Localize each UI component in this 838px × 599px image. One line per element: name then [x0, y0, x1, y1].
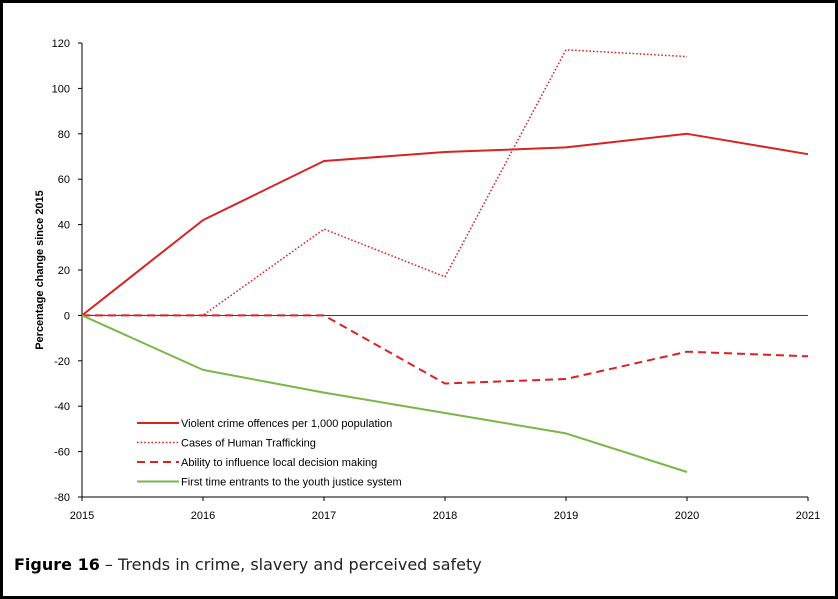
x-tick-label: 2015	[70, 510, 94, 522]
y-tick-label: 40	[58, 220, 70, 232]
y-tick-label: -80	[54, 492, 70, 504]
figure-caption-text: – Trends in crime, slavery and perceived…	[99, 555, 482, 574]
x-tick-label: 2020	[675, 510, 699, 522]
y-tick-label: -60	[54, 447, 70, 459]
y-tick-label: 60	[58, 174, 70, 186]
y-tick-label: -20	[54, 356, 70, 368]
legend-label-3: Ability to influence local decision maki…	[181, 457, 377, 469]
y-axis-label: Percentage change since 2015	[34, 190, 46, 350]
y-tick-label: 0	[64, 310, 70, 322]
legend-label-4: First time entrants to the youth justice…	[181, 477, 402, 489]
y-tick-label: 20	[58, 265, 70, 277]
x-tick-label: 2017	[312, 510, 336, 522]
figure-caption: Figure 16 – Trends in crime, slavery and…	[14, 555, 482, 574]
x-tick-label: 2019	[554, 510, 578, 522]
chart-series	[81, 49, 809, 473]
x-tick-label: 2021	[796, 510, 820, 522]
series-line-4	[81, 314, 688, 473]
series-line-2	[82, 49, 688, 317]
y-tick-label: 120	[52, 38, 70, 50]
y-tick-label: 100	[52, 83, 70, 95]
chart-legend: Violent crime offences per 1,000 populat…	[137, 418, 402, 489]
legend-label-2: Cases of Human Trafficking	[181, 438, 316, 450]
x-tick-label: 2016	[191, 510, 215, 522]
series-line-1	[81, 132, 809, 317]
y-tick-label: 80	[58, 129, 70, 141]
y-tick-label: -40	[54, 401, 70, 413]
legend-label-1: Violent crime offences per 1,000 populat…	[181, 418, 392, 430]
series-line-3	[82, 314, 809, 385]
figure-caption-label: Figure 16	[14, 555, 100, 574]
x-tick-label: 2018	[433, 510, 457, 522]
